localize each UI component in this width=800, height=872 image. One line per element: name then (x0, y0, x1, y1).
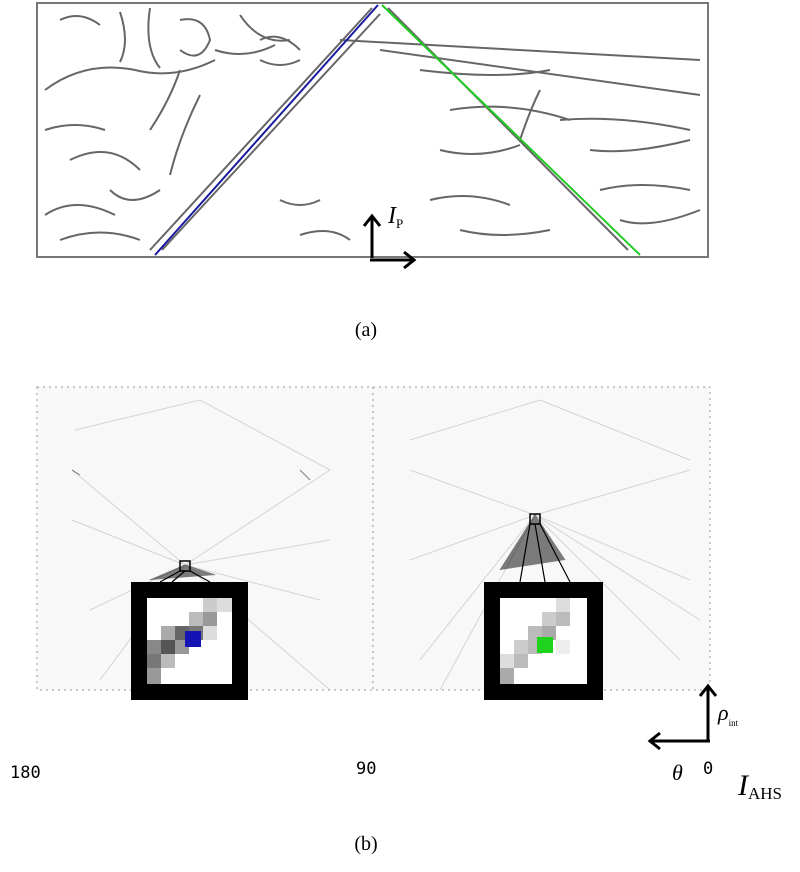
caption: (b) (354, 833, 377, 855)
label-sub: AHS (748, 784, 782, 803)
page: IP (a) (0, 0, 800, 872)
caption: (a) (355, 319, 377, 341)
label-sub: int (729, 718, 739, 728)
space-label: IAHS (737, 769, 782, 803)
tick-label: 180 (10, 763, 41, 783)
theta-label: θ (672, 760, 683, 785)
tick-label: 0 (703, 759, 713, 779)
label-main: ρ (717, 700, 729, 725)
edge-image: IP (37, 3, 708, 268)
rho-label: ρint (717, 700, 739, 728)
hough-space (37, 387, 716, 749)
tick-label: 90 (356, 759, 376, 779)
figure: IP (a) (0, 0, 800, 872)
label-sub: P (396, 216, 403, 231)
